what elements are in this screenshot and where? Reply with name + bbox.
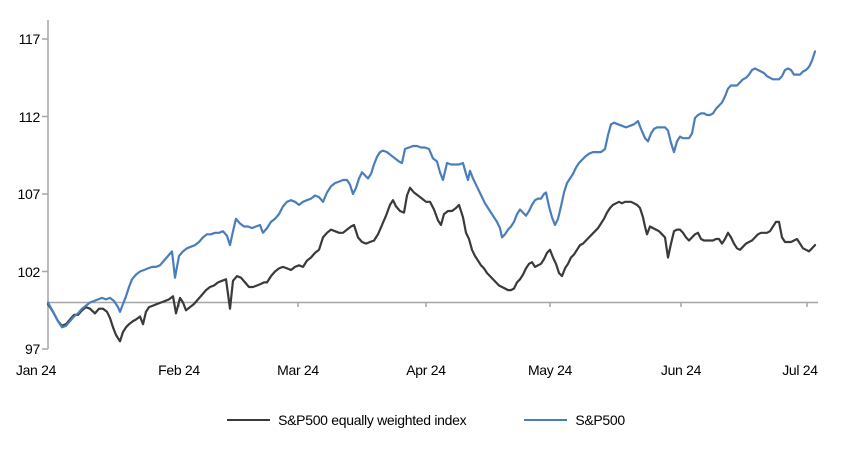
legend: S&P500 equally weighted index S&P500 xyxy=(0,412,852,428)
y-tick-label: 117 xyxy=(18,31,41,47)
x-tick-label: Jun 24 xyxy=(660,362,702,378)
legend-item-equal-weight: S&P500 equally weighted index xyxy=(227,412,467,428)
legend-label-equal-weight: S&P500 equally weighted index xyxy=(278,412,467,428)
legend-label-sp500: S&P500 xyxy=(575,412,625,428)
legend-item-sp500: S&P500 xyxy=(524,412,625,428)
x-tick-label: May 24 xyxy=(527,362,573,378)
legend-line-sample-sp500 xyxy=(524,419,568,421)
x-tick-label: Feb 24 xyxy=(158,362,200,378)
x-tick-label: Jan 24 xyxy=(15,362,57,378)
x-tick-label: Jul 24 xyxy=(782,362,818,378)
y-tick-label: 102 xyxy=(17,263,41,280)
series-line-sp500 xyxy=(46,50,817,329)
y-tick-label: 97 xyxy=(25,341,40,357)
x-tick-label: Apr 24 xyxy=(406,362,446,378)
series-line-equal-weight xyxy=(46,186,817,343)
y-tick-label: 107 xyxy=(17,186,41,202)
x-tick-label: Mar 24 xyxy=(277,362,319,378)
legend-line-sample-equal-weight xyxy=(227,419,271,421)
y-tick-label: 112 xyxy=(18,108,41,125)
